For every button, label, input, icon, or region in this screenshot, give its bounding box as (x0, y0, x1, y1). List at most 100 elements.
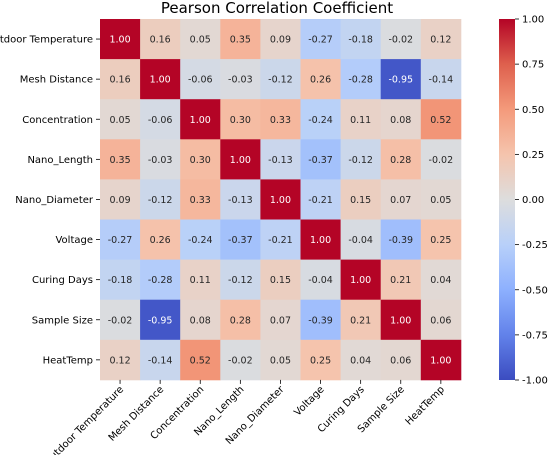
cell-value-label: 0.05 (109, 115, 130, 126)
heatmap-cell (260, 139, 301, 180)
cell-value-label: 0.21 (350, 315, 371, 326)
heatmap-cell (140, 99, 181, 140)
cell-value-label: -0.37 (228, 235, 253, 246)
cell-value-label: 0.16 (150, 35, 171, 46)
heatmap-cell (340, 99, 382, 140)
cell-value-label: -0.03 (228, 75, 253, 86)
cell-value-label: -0.21 (268, 235, 293, 246)
colorbar-tick-label: -0.50 (522, 285, 548, 296)
heatmap-cell (340, 19, 382, 60)
heatmap-cell (380, 219, 422, 260)
cell-value-label: 0.35 (109, 155, 130, 166)
cell-value-label: -0.95 (388, 75, 413, 86)
cell-value-label: -0.28 (348, 75, 373, 86)
heatmap-cell (140, 339, 181, 381)
heatmap-cell (180, 259, 221, 301)
cell-value-label: 0.05 (430, 195, 451, 206)
cell-value-label: 0.08 (390, 115, 411, 126)
heatmap-cell (300, 59, 341, 100)
x-tick-label: HeatTemp (404, 384, 447, 427)
cell-value-label: -0.24 (188, 235, 213, 246)
cell-value-label: 1.00 (150, 75, 171, 86)
heatmap-cell (260, 19, 301, 60)
cell-value-label: 0.15 (270, 275, 291, 286)
heatmap-cell (260, 339, 301, 381)
cell-value-label: 0.25 (430, 235, 451, 246)
heatmap-cell (420, 19, 462, 60)
cell-value-label: 1.00 (390, 315, 411, 326)
cell-value-label: -0.27 (308, 35, 333, 46)
cell-value-label: -0.14 (429, 75, 454, 86)
heatmap-cell (420, 179, 462, 220)
cell-value-label: 0.05 (190, 35, 211, 46)
colorbar-tick-label: -1.00 (522, 376, 548, 387)
cell-value-label: 1.00 (230, 155, 251, 166)
cell-value-label: 0.30 (230, 115, 251, 126)
heatmap-cell (220, 219, 261, 260)
cell-value-label: -0.06 (188, 75, 213, 86)
cell-value-label: -0.12 (268, 75, 293, 86)
y-tick-label: Nano_Diameter (15, 195, 94, 206)
heatmap-cell (180, 219, 221, 260)
heatmap-cell (100, 219, 141, 260)
cell-value-label: -0.18 (108, 275, 133, 286)
heatmap-cell (420, 139, 462, 180)
heatmap-cell (340, 219, 382, 260)
colorbar-tick-label: -0.25 (522, 240, 548, 251)
heatmap-cell (100, 59, 141, 100)
heatmap-cell (300, 179, 341, 220)
heatmap-cell (140, 299, 181, 341)
y-tick-label: Nano_Length (27, 155, 93, 166)
cell-value-label: -0.95 (148, 315, 173, 326)
cell-value-label: 0.12 (109, 355, 130, 366)
colorbar-tick-label: -0.75 (522, 330, 548, 341)
heatmap-cell (300, 259, 341, 301)
heatmap-cell (140, 179, 181, 220)
cell-value-label: 0.33 (270, 115, 291, 126)
y-tick-label: Concentration (22, 115, 93, 126)
cell-value-label: -0.39 (308, 315, 333, 326)
x-tick-label: Outdoor Temperature (42, 384, 126, 455)
colorbar-tick-label: 0.50 (522, 105, 544, 116)
cell-value-label: 0.12 (430, 35, 451, 46)
heatmap-cell (260, 299, 301, 341)
y-tick-label: HeatTemp (43, 355, 93, 366)
cell-value-label: 0.04 (350, 355, 371, 366)
heatmap-cell (180, 59, 221, 100)
heatmap-cell (300, 19, 341, 60)
cell-value-label: -0.14 (148, 355, 173, 366)
heatmap-cell (100, 99, 141, 140)
cell-value-label: 0.09 (109, 195, 130, 206)
heatmap-cell (260, 259, 301, 301)
cell-value-label: 1.00 (270, 195, 291, 206)
cell-value-label: 0.07 (390, 195, 411, 206)
heatmap-cell (380, 299, 422, 341)
heatmap-cell (100, 259, 141, 301)
heatmap-cell (420, 339, 462, 381)
heatmap-cell (180, 139, 221, 180)
heatmap-cell (340, 139, 382, 180)
colorbar-tick-label: 0.75 (522, 60, 544, 71)
heatmap-cell (180, 99, 221, 140)
y-tick-label: Sample Size (32, 315, 93, 326)
cell-value-label: -0.18 (348, 35, 373, 46)
heatmap-cell (220, 179, 261, 220)
cell-value-label: 1.00 (109, 35, 130, 46)
cell-value-label: -0.12 (148, 195, 173, 206)
cell-value-label: -0.13 (228, 195, 253, 206)
heatmap-cell (380, 19, 422, 60)
cell-value-label: 0.26 (150, 235, 171, 246)
heatmap-cell (420, 99, 462, 140)
y-tick-label: Mesh Distance (20, 75, 93, 86)
cell-value-label: 0.28 (390, 155, 411, 166)
cell-value-label: 1.00 (190, 115, 211, 126)
heatmap-cell (380, 259, 422, 301)
cell-value-label: 1.00 (430, 355, 451, 366)
heatmap-cell (300, 299, 341, 341)
cell-value-label: -0.39 (388, 235, 413, 246)
colorbar-tick-label: 1.00 (522, 15, 544, 26)
heatmap-cell (140, 59, 181, 100)
heatmap-cell (100, 179, 141, 220)
heatmap-cell (180, 179, 221, 220)
